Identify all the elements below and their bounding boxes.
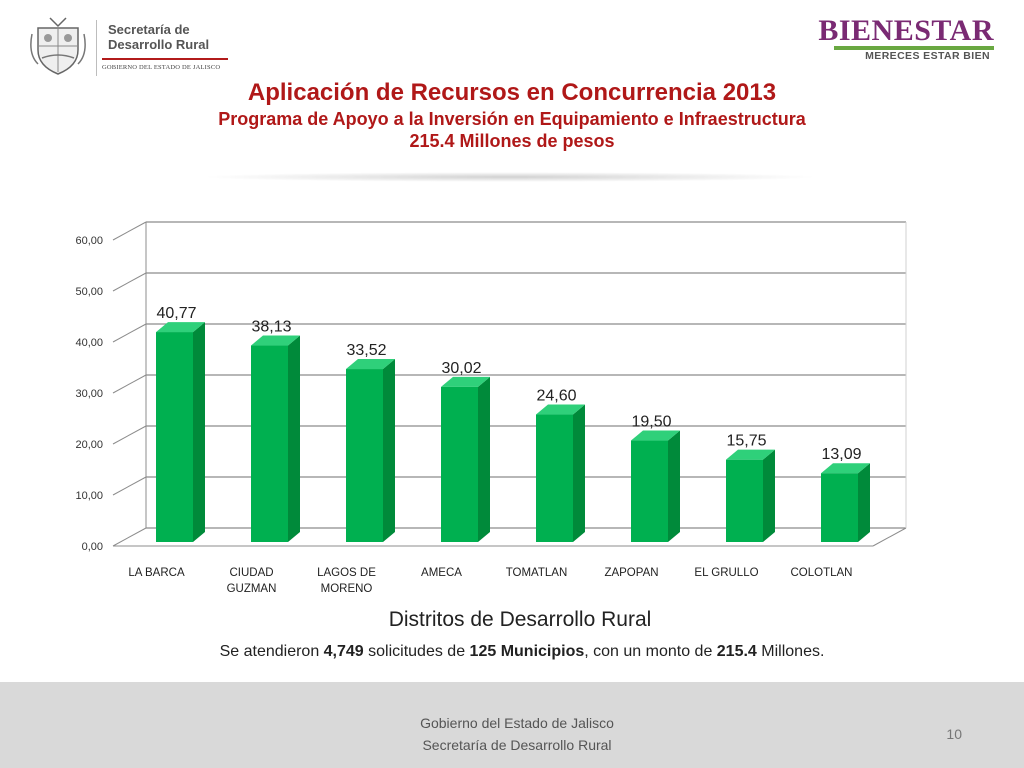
x-tick-label: GUZMAN — [227, 583, 277, 595]
gridline-diagonal — [112, 374, 147, 394]
x-tick-label: CIUDAD — [229, 567, 273, 579]
gridline-diagonal — [112, 527, 147, 547]
bar-side — [288, 335, 300, 542]
dept-name: Secretaría de Desarrollo Rural — [108, 22, 209, 52]
bar-side — [668, 430, 680, 542]
brand-underline — [834, 46, 994, 50]
gov-label: GOBIERNO DEL ESTADO DE JALISCO — [102, 64, 221, 71]
x-tick-label: MORENO — [321, 583, 373, 595]
gridline-diagonal — [112, 476, 147, 496]
bar-chart-svg: 0,00 10,00 20,00 30,00 40,00 50,00 60,00 40,77 L… — [75, 221, 907, 595]
gridline-diagonal — [112, 221, 147, 241]
bar-top — [251, 335, 300, 346]
bienestar-logo: BIENESTAR MERECES ESTAR BIEN — [818, 14, 994, 66]
dept-name-line1: Secretaría de — [108, 22, 190, 37]
bar — [441, 386, 478, 542]
data-label: 15,75 — [726, 433, 766, 450]
bar — [821, 473, 858, 542]
x-tick-label: LA BARCA — [128, 567, 185, 579]
data-label: 38,13 — [251, 319, 291, 336]
summary-mid2: , con un monto de — [584, 643, 717, 660]
bar — [726, 459, 763, 542]
title-main: Aplicación de Recursos en Concurrencia 2… — [247, 79, 777, 106]
bar — [156, 332, 193, 542]
x-tick-label: COLOTLAN — [791, 567, 853, 579]
footer-line1: Gobierno del Estado de Jalisco — [420, 715, 614, 731]
x-tick-label: TOMATLAN — [506, 567, 568, 579]
summary-municipios: 125 Municipios — [469, 643, 585, 660]
dept-name-line2: Desarrollo Rural — [108, 37, 210, 52]
data-label: 33,52 — [346, 342, 386, 359]
gridline-diagonal — [112, 272, 147, 292]
y-tick-label: 0,00 — [82, 541, 103, 553]
data-label: 13,09 — [821, 446, 861, 463]
jalisco-shield-icon — [30, 17, 86, 75]
bar-side — [763, 449, 775, 542]
data-label: 24,60 — [536, 388, 576, 405]
summary-suffix: Millones. — [756, 643, 825, 660]
x-tick-label: ZAPOPAN — [604, 567, 658, 579]
y-tick-label: 50,00 — [75, 286, 103, 298]
x-tick-label: EL GRULLO — [694, 567, 758, 579]
bar-side — [858, 463, 870, 542]
bar-top — [536, 404, 585, 415]
summary-text: Se atendieron 4,749 solicitudes de 125 M… — [0, 643, 1024, 661]
bar — [631, 440, 668, 542]
y-tick-label: 20,00 — [75, 439, 103, 451]
y-tick-label: 40,00 — [75, 337, 103, 349]
gridline-diagonal — [112, 323, 147, 343]
page-number: 10 — [946, 726, 962, 742]
data-label: 40,77 — [156, 305, 196, 322]
bar — [346, 369, 383, 542]
bar — [251, 345, 288, 542]
bar-top — [156, 322, 205, 333]
x-axis-title: Distritos de Desarrollo Rural — [388, 608, 652, 631]
footer-text: Gobierno del Estado de Jalisco Secretarí… — [0, 712, 1024, 756]
dept-underline — [102, 58, 228, 60]
bar-top — [726, 449, 775, 460]
brand-tagline: MERECES ESTAR BIEN — [865, 50, 990, 62]
title-amount: 215.4 Millones de pesos — [409, 131, 615, 151]
x-tick-label: AMECA — [421, 567, 462, 579]
bar-top — [346, 359, 395, 370]
summary-prefix: Se atendieron — [219, 643, 324, 660]
bar-side — [478, 376, 490, 542]
title-shadow — [200, 172, 820, 182]
data-label: 19,50 — [631, 414, 671, 431]
slide-title: Aplicación de Recursos en Concurrencia 2… — [0, 78, 1024, 152]
brand-name: BIENESTAR — [818, 14, 994, 47]
summary-mid1: solicitudes de — [363, 643, 470, 660]
logo-divider — [96, 20, 97, 76]
bar — [536, 414, 573, 542]
y-tick-label: 60,00 — [75, 235, 103, 247]
bar-side — [383, 359, 395, 542]
footer: Gobierno del Estado de Jalisco Secretarí… — [0, 682, 1024, 768]
footer-line2: Secretaría de Desarrollo Rural — [422, 737, 612, 753]
bar-top — [821, 463, 870, 474]
bar-top — [441, 376, 490, 387]
bar-top — [631, 430, 680, 441]
data-label: 30,02 — [441, 360, 481, 377]
gridline-diagonal — [112, 425, 147, 445]
y-tick-label: 10,00 — [75, 490, 103, 502]
floor-right-edge — [872, 527, 907, 547]
y-tick-label: 30,00 — [75, 388, 103, 400]
title-program: Programa de Apoyo a la Inversión en Equi… — [218, 109, 806, 129]
summary-monto: 215.4 — [716, 643, 757, 660]
summary-solicitudes: 4,749 — [323, 643, 364, 660]
bar-side — [573, 404, 585, 542]
x-tick-label: LAGOS DE — [317, 567, 376, 579]
sdr-logo: Secretaría de Desarrollo Rural GOBIERNO … — [28, 14, 228, 78]
bar-chart: 0,00 10,00 20,00 30,00 40,00 50,00 60,00 40,77 L… — [40, 200, 920, 610]
bar-side — [193, 322, 205, 542]
